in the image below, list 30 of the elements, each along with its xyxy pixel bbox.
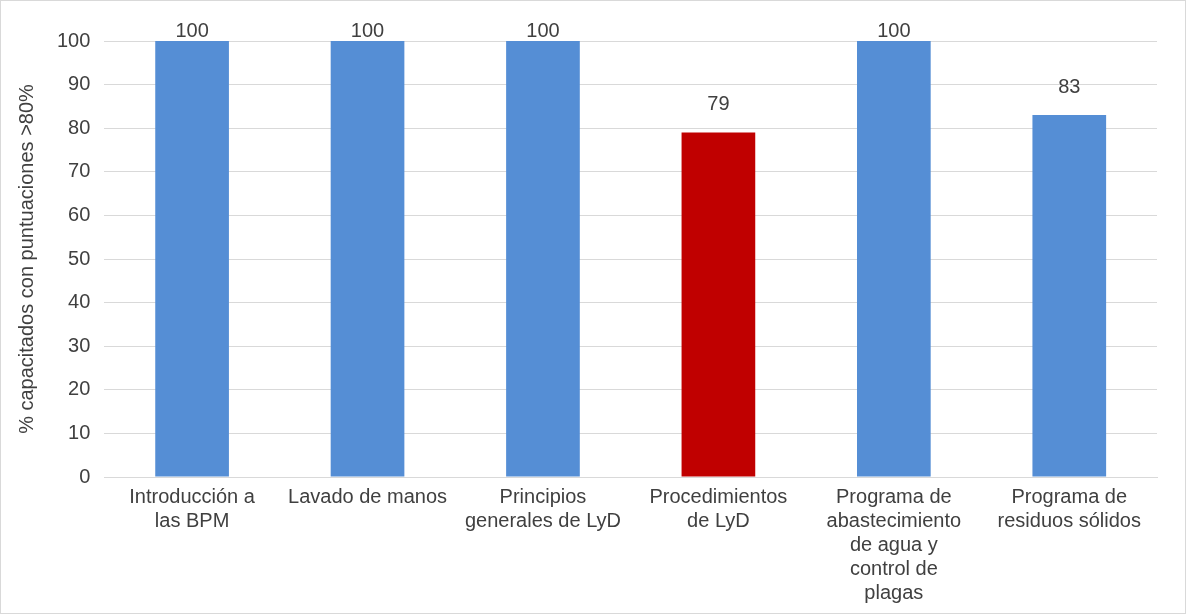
bar <box>681 132 756 477</box>
bar <box>330 41 405 477</box>
y-tick-label: 10 <box>68 420 91 443</box>
y-tick-label: 70 <box>68 159 91 182</box>
bar <box>857 41 931 477</box>
y-tick-label: 100 <box>56 28 91 51</box>
data-label: 100 <box>877 18 911 41</box>
x-tick-label: Principios generales de LyD <box>464 484 621 531</box>
y-tick-label: 80 <box>68 115 91 138</box>
y-tick-label: 40 <box>68 290 91 313</box>
data-label: 83 <box>1058 74 1081 97</box>
data-label: 100 <box>175 18 209 41</box>
x-tick-label: Programa de abastecimiento de agua y control de plagas <box>826 484 962 603</box>
y-tick-label: 90 <box>68 72 91 95</box>
y-tick-label: 20 <box>68 377 91 400</box>
bar <box>155 41 229 477</box>
bar <box>506 41 580 477</box>
y-tick-label: 0 <box>79 464 91 487</box>
y-tick-label: 50 <box>68 246 91 269</box>
bar <box>1032 115 1107 477</box>
y-tick-label: 60 <box>68 202 91 225</box>
y-tick-label: 30 <box>68 333 91 356</box>
x-tick-label: Programa de residuos sólidos <box>997 484 1141 531</box>
x-tick-label: Lavado de manos <box>288 484 448 507</box>
data-label: 100 <box>526 18 560 41</box>
data-label: 79 <box>707 92 730 115</box>
x-tick-label: Introducción a las BPM <box>129 484 256 531</box>
data-label: 100 <box>350 18 385 41</box>
y-axis-title: % capacitados con puntuaciones >80% <box>14 83 37 434</box>
x-tick-label: Procedimientos de LyD <box>649 484 788 531</box>
